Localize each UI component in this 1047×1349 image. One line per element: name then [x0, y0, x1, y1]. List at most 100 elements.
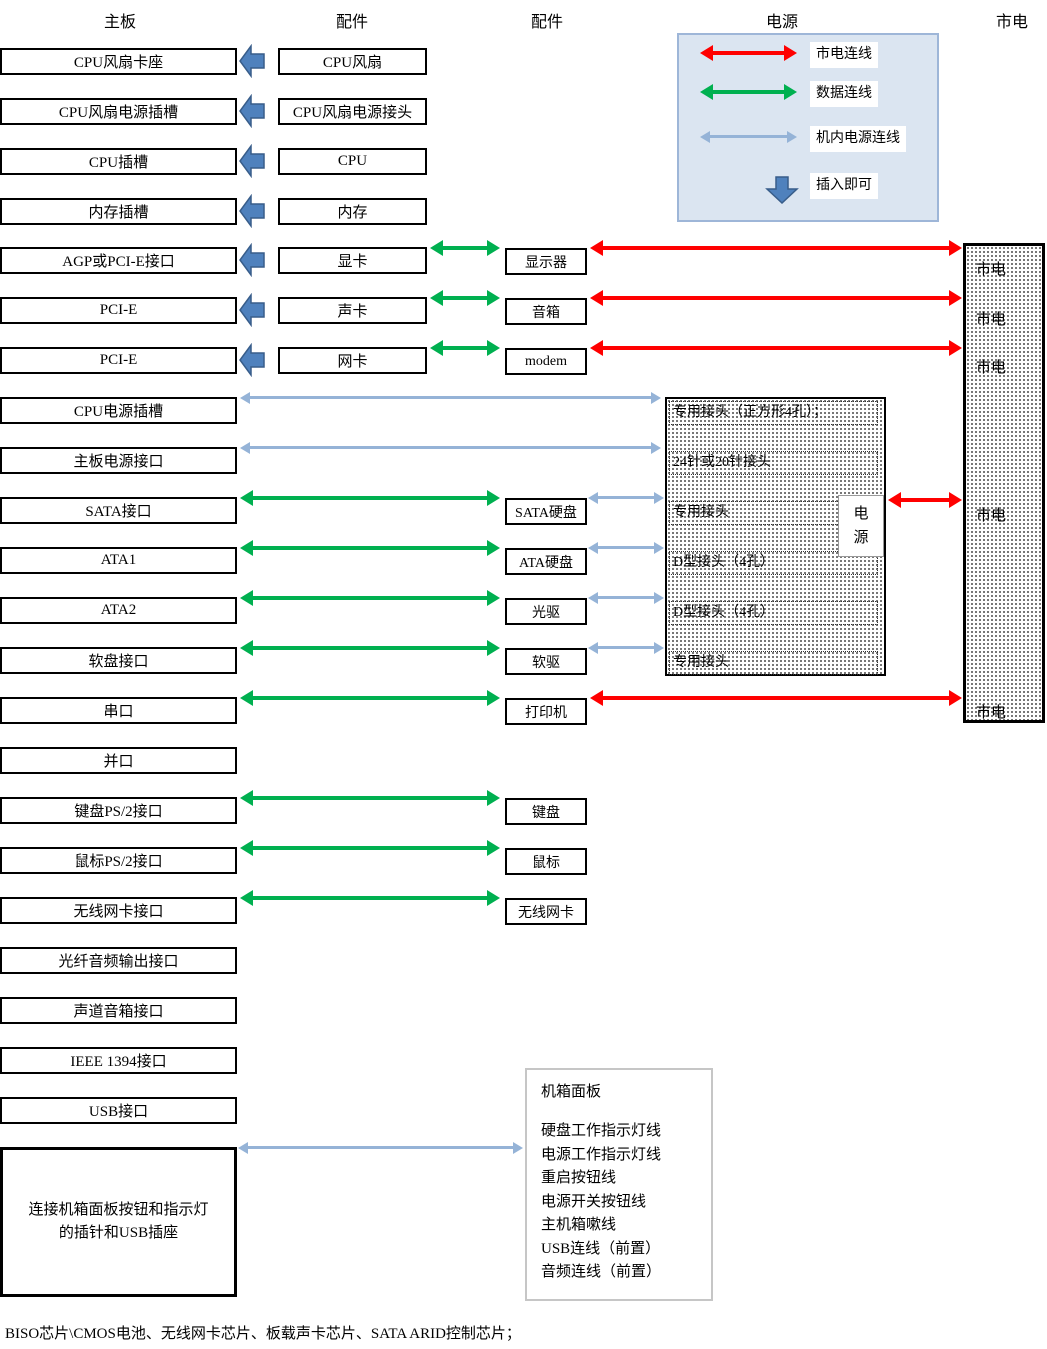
mb-port-box: 鼠标PS/2接口 — [0, 847, 237, 874]
mb-port-box: 软盘接口 — [0, 647, 237, 674]
mb-port-box: PCI-E — [0, 347, 237, 374]
mb-port-box: IEEE 1394接口 — [0, 1047, 237, 1074]
insert-arrow-icon — [239, 144, 265, 178]
data-cable-arrow — [240, 840, 500, 856]
device-box: modem — [505, 348, 587, 375]
device-box: 打印机 — [505, 698, 587, 725]
mb-port-box: 串口 — [0, 697, 237, 724]
legend-label-insert: 插入即可 — [810, 173, 878, 199]
data-cable-arrow — [430, 240, 500, 256]
insert-arrow-icon — [239, 194, 265, 228]
mb-port-box: ATA1 — [0, 547, 237, 574]
mb-port-box: 键盘PS/2接口 — [0, 797, 237, 824]
internal-power-arrow — [238, 1141, 523, 1154]
data-cable-arrow — [240, 490, 500, 506]
data-cable-arrow — [240, 540, 500, 556]
insert-arrow-icon — [239, 243, 265, 277]
panel-pins-line2: 的插针和USB插座 — [58, 1225, 179, 1241]
case-panel-line: 电源工作指示灯线 — [541, 1146, 662, 1163]
psu-label-box: 电源 — [838, 495, 884, 557]
legend-internal-power-arrow-icon — [700, 130, 797, 143]
part-box: CPU风扇电源接头 — [278, 98, 427, 125]
mb-port-box: 声道音箱接口 — [0, 997, 237, 1024]
case-panel-lines: 硬盘工作指示灯线 电源工作指示灯线 重启按钮线 电源开关按钮线 主机箱嗽线 US… — [541, 1120, 661, 1285]
mb-port-box: AGP或PCI-E接口 — [0, 247, 237, 274]
device-box: 光驱 — [505, 598, 587, 625]
mains-label: 市电 — [976, 508, 1007, 524]
mb-port-box: 并口 — [0, 747, 237, 774]
case-panel-line: 主机箱嗽线 — [541, 1217, 617, 1233]
column-header-parts-2: 配件 — [530, 14, 563, 31]
data-cable-arrow — [430, 290, 500, 306]
internal-power-arrow — [240, 441, 661, 454]
insert-arrow-icon — [239, 293, 265, 327]
case-panel-line: 电源开关按钮线 — [541, 1193, 647, 1210]
insert-arrow-icon — [239, 44, 265, 78]
mains-label: 市电 — [976, 312, 1007, 328]
panel-pins-box: 连接机箱面板按钮和指示灯 的插针和USB插座 — [0, 1147, 237, 1297]
mains-cable-arrow — [888, 492, 962, 508]
internal-power-arrow — [588, 541, 664, 554]
mb-port-box: CPU插槽 — [0, 148, 237, 175]
internal-power-arrow — [588, 591, 664, 604]
data-cable-arrow — [240, 790, 500, 806]
part-box: 内存 — [278, 198, 427, 225]
device-box: 无线网卡 — [505, 898, 587, 925]
case-panel-line: 重启按钮线 — [541, 1170, 617, 1186]
column-header-power: 电源 — [765, 14, 798, 31]
mains-cable-arrow — [590, 690, 962, 706]
mb-port-box: 无线网卡接口 — [0, 897, 237, 924]
footer-note: BISO芯片\CMOS电池、无线网卡芯片、板载声卡芯片、SATA ARID控制芯… — [5, 1326, 521, 1342]
panel-pins-line1: 连接机箱面板按钮和指示灯 — [28, 1202, 209, 1218]
case-panel-line: USB连线（前置） — [541, 1240, 661, 1257]
legend-label-data: 数据连线 — [810, 81, 878, 107]
device-box: SATA硬盘 — [505, 498, 587, 525]
psu-label: 电源 — [853, 506, 869, 546]
column-header-parts-1: 配件 — [335, 14, 368, 31]
mb-port-box: 内存插槽 — [0, 198, 237, 225]
device-box: ATA硬盘 — [505, 548, 587, 575]
part-box: CPU风扇 — [278, 48, 427, 75]
legend-data-arrow-icon — [700, 84, 797, 100]
data-cable-arrow — [240, 590, 500, 606]
case-panel-line: 硬盘工作指示灯线 — [541, 1123, 662, 1139]
data-cable-arrow — [430, 340, 500, 356]
device-box: 音箱 — [505, 298, 587, 325]
mb-port-box: USB接口 — [0, 1097, 237, 1124]
mains-power-box: 市电 市电 市电 市电 市电 — [963, 243, 1045, 723]
internal-power-arrow — [588, 491, 664, 504]
legend-label-internal: 机内电源连线 — [810, 126, 906, 152]
part-box: CPU — [278, 148, 427, 175]
mains-label: 市电 — [976, 705, 1007, 721]
mains-cable-arrow — [590, 240, 962, 256]
device-box: 软驱 — [505, 648, 587, 675]
mb-port-box: PCI-E — [0, 297, 237, 324]
data-cable-arrow — [240, 890, 500, 906]
psu-connector: 专用接头 — [669, 651, 878, 675]
mains-cable-arrow — [590, 290, 962, 306]
psu-connector: 专用接头（正方形4孔）； — [669, 401, 878, 425]
mb-port-box: CPU风扇电源插槽 — [0, 98, 237, 125]
mains-label: 市电 — [976, 262, 1007, 278]
psu-connector: D型接头（4孔） — [669, 551, 878, 575]
insert-arrow-icon — [239, 343, 265, 377]
part-box: 网卡 — [278, 347, 427, 374]
mb-port-box: SATA接口 — [0, 497, 237, 524]
column-header-motherboard: 主板 — [103, 14, 136, 31]
device-box: 鼠标 — [505, 848, 587, 875]
internal-power-arrow — [588, 641, 664, 654]
psu-connector: D型接头（4孔） — [669, 601, 878, 625]
mains-label: 市电 — [976, 360, 1007, 376]
power-supply-box: 专用接头（正方形4孔）； 24针或20针接头 专用接头 D型接头（4孔） D型接… — [665, 397, 886, 676]
psu-connector: 24针或20针接头 — [669, 451, 878, 475]
legend-label-mains: 市电连线 — [810, 42, 878, 68]
mb-port-box: 主板电源接口 — [0, 447, 237, 474]
part-box: 声卡 — [278, 297, 427, 324]
insert-arrow-icon — [239, 94, 265, 128]
data-cable-arrow — [240, 690, 500, 706]
legend-insert-down-arrow-icon — [765, 176, 799, 204]
legend-mains-arrow-icon — [700, 45, 797, 61]
device-box: 显示器 — [505, 248, 587, 275]
mb-port-box: 光纤音频输出接口 — [0, 947, 237, 974]
